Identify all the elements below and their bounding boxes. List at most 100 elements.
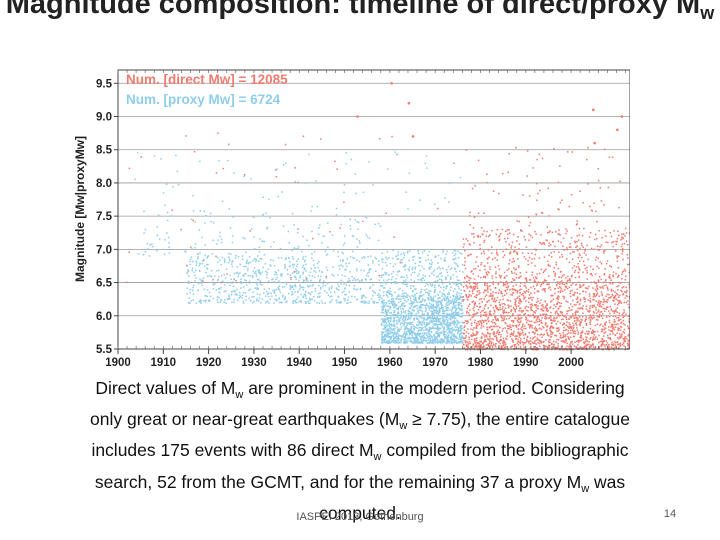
data-point bbox=[397, 306, 400, 309]
data-point bbox=[467, 296, 469, 298]
data-point bbox=[598, 316, 600, 318]
data-point bbox=[606, 342, 609, 344]
data-point bbox=[192, 293, 195, 295]
data-point bbox=[266, 273, 268, 276]
data-point bbox=[570, 275, 573, 278]
data-point bbox=[442, 319, 444, 321]
data-point bbox=[236, 266, 239, 268]
data-point bbox=[211, 253, 214, 255]
data-point bbox=[403, 280, 405, 282]
data-point bbox=[447, 274, 449, 277]
data-point bbox=[528, 315, 531, 317]
data-point bbox=[188, 297, 191, 299]
data-point bbox=[513, 308, 515, 310]
data-point bbox=[443, 330, 445, 332]
data-point bbox=[493, 325, 496, 328]
data-point bbox=[562, 334, 565, 336]
data-point bbox=[467, 343, 470, 345]
data-point bbox=[538, 320, 541, 323]
data-point bbox=[572, 324, 575, 327]
data-point bbox=[465, 340, 467, 343]
data-point bbox=[142, 254, 145, 256]
data-point bbox=[628, 232, 630, 235]
data-point bbox=[560, 276, 563, 279]
data-point bbox=[542, 282, 545, 284]
data-point bbox=[567, 275, 569, 278]
data-point bbox=[557, 291, 560, 293]
data-point bbox=[230, 278, 232, 280]
data-point bbox=[455, 263, 457, 265]
data-point bbox=[256, 288, 258, 290]
data-point bbox=[546, 283, 548, 286]
data-point bbox=[610, 296, 612, 298]
data-point bbox=[168, 242, 170, 244]
data-point bbox=[545, 239, 547, 241]
data-point bbox=[404, 338, 406, 340]
data-point bbox=[403, 325, 406, 328]
data-point bbox=[577, 239, 580, 241]
data-point bbox=[557, 313, 559, 316]
data-point bbox=[609, 277, 611, 279]
data-point bbox=[316, 302, 318, 304]
data-point bbox=[344, 269, 346, 271]
data-point bbox=[409, 328, 411, 330]
data-point bbox=[604, 307, 606, 310]
data-point bbox=[201, 262, 204, 265]
data-point bbox=[458, 302, 461, 304]
data-point bbox=[399, 323, 402, 326]
data-point bbox=[393, 333, 396, 335]
data-point bbox=[408, 314, 410, 317]
data-point bbox=[385, 302, 388, 304]
data-point bbox=[562, 315, 565, 317]
data-point bbox=[514, 325, 517, 327]
data-point bbox=[523, 236, 525, 238]
data-point bbox=[570, 329, 572, 332]
data-point bbox=[401, 318, 404, 320]
data-point bbox=[620, 335, 622, 337]
data-point bbox=[380, 339, 383, 341]
data-point bbox=[463, 264, 466, 266]
data-point bbox=[351, 276, 353, 278]
data-point bbox=[289, 286, 292, 288]
data-point bbox=[429, 322, 431, 324]
data-point bbox=[586, 330, 588, 333]
data-point bbox=[500, 275, 502, 277]
data-point bbox=[420, 336, 422, 338]
data-point bbox=[515, 273, 518, 276]
data-point bbox=[462, 312, 464, 315]
data-point bbox=[387, 320, 389, 323]
data-point bbox=[308, 244, 310, 247]
data-point bbox=[512, 233, 515, 236]
data-point bbox=[265, 295, 267, 297]
data-point bbox=[621, 343, 624, 346]
data-point bbox=[355, 268, 358, 270]
data-point bbox=[496, 248, 498, 251]
data-point bbox=[421, 317, 423, 319]
data-point bbox=[528, 279, 531, 281]
data-point bbox=[351, 235, 354, 237]
data-point bbox=[568, 318, 571, 320]
data-point bbox=[457, 331, 459, 334]
data-point bbox=[473, 309, 475, 312]
data-point bbox=[474, 296, 476, 298]
data-point bbox=[625, 275, 627, 278]
data-point bbox=[403, 302, 405, 304]
data-point bbox=[416, 304, 418, 307]
data-point bbox=[433, 308, 435, 310]
data-point bbox=[488, 345, 490, 347]
data-point bbox=[262, 266, 264, 268]
data-point bbox=[535, 328, 538, 330]
data-point bbox=[437, 254, 440, 257]
data-point bbox=[301, 286, 303, 288]
data-point bbox=[563, 289, 566, 291]
data-point bbox=[491, 281, 493, 284]
data-point bbox=[627, 347, 629, 349]
data-point bbox=[475, 283, 477, 285]
data-point bbox=[540, 340, 543, 343]
data-point bbox=[542, 281, 544, 283]
data-point bbox=[304, 294, 307, 296]
data-point bbox=[209, 212, 212, 215]
data-point bbox=[228, 294, 230, 297]
data-point bbox=[560, 340, 563, 342]
data-point bbox=[232, 216, 234, 218]
